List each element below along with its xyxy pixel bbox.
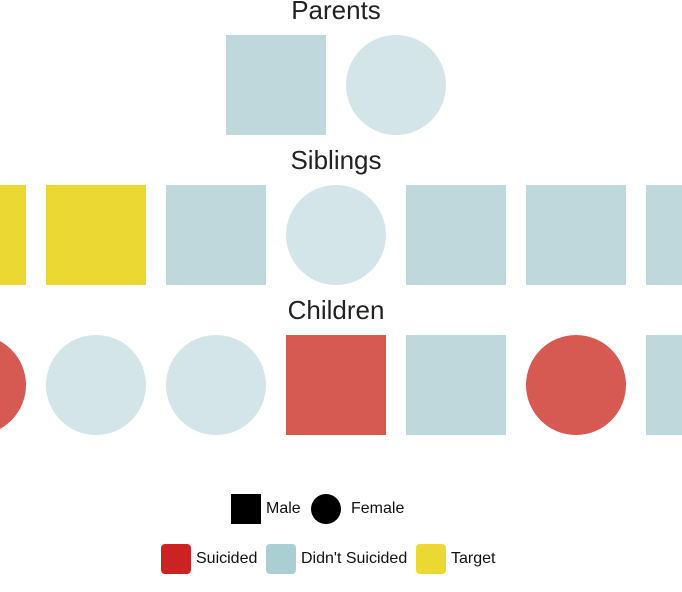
siblings-member-male-didnt-suicided [166,185,266,285]
target-swatch-icon [416,544,446,574]
legend-item-didnt-suicided: Didn't Suicided [266,544,407,574]
didnt-suicided-swatch-icon [266,544,296,574]
suicided-swatch-icon [161,544,191,574]
siblings-member-female-didnt-suicided [286,185,386,285]
parents-member-female-didnt-suicided [346,35,446,135]
male-square-icon [231,494,261,524]
parents-row [0,35,682,135]
children-member-female-suicided [0,335,26,435]
section-title-parents: Parents [291,0,381,25]
legend-item-target: Target [416,544,495,574]
section-title-siblings: Siblings [290,145,382,175]
children-member-female-didnt-suicided [46,335,146,435]
siblings-member-male-target [0,185,26,285]
legend-label-male: Male [266,500,301,517]
children-member-male-didnt-suicided [406,335,506,435]
siblings-member-male-didnt-suicided [406,185,506,285]
legend-item-male: Male [231,494,301,524]
legend-label-female: Female [351,500,405,517]
legend-item-suicided: Suicided [161,544,257,574]
legend-label-didnt-suicided: Didn't Suicided [301,550,408,567]
siblings-member-male-didnt-suicided [646,185,682,285]
children-member-female-didnt-suicided [166,335,266,435]
siblings-member-male-didnt-suicided [526,185,626,285]
children-member-male-didnt-suicided [646,335,682,435]
siblings-member-male-target [46,185,146,285]
children-member-female-suicided [526,335,626,435]
siblings-row [0,185,682,285]
legend-label-suicided: Suicided [196,550,258,567]
legend-label-target: Target [451,550,496,567]
parents-member-male-didnt-suicided [226,35,326,135]
children-member-male-suicided [286,335,386,435]
legend-item-female: Female [311,494,404,524]
section-title-children: Children [287,295,385,325]
children-row [0,335,682,435]
female-circle-icon [311,494,341,524]
